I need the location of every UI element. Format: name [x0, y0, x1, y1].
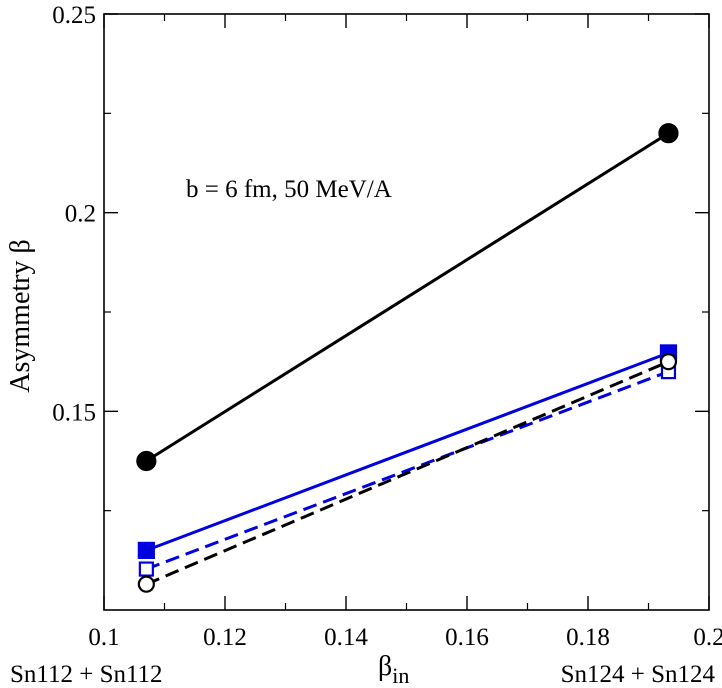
y-tick-label: 0.15 — [52, 399, 96, 426]
blue-dashed-open-square-point — [138, 561, 154, 577]
plot-frame — [103, 13, 710, 611]
x-right-system-label: Sn124 + Sn124 — [561, 661, 716, 688]
blue-solid-filled-square-point — [137, 541, 155, 560]
y-tick-label: 0.25 — [52, 2, 96, 29]
black-solid-filled-circle-point — [658, 123, 679, 144]
annotation-text: b = 6 fm, 50 MeV/A — [186, 176, 392, 203]
x-tick-label: 0.12 — [203, 624, 247, 651]
black-dashed-open-circle-point — [137, 575, 155, 593]
x-tick-label: 0.14 — [324, 624, 368, 651]
x-axis-title: βin — [378, 651, 409, 688]
x-tick-label: 0.2 — [693, 624, 722, 651]
y-axis-title: Asymmetry β — [5, 239, 36, 392]
x-tick-label: 0.1 — [88, 624, 119, 651]
black-solid-filled-circle-point — [136, 450, 157, 472]
y-tick-label: 0.2 — [65, 201, 96, 228]
x-tick-label: 0.16 — [445, 624, 489, 651]
black-solid-filled-circle-line — [145, 131, 670, 463]
x-tick-label: 0.18 — [566, 624, 610, 651]
blue-solid-filled-square-line — [145, 351, 670, 552]
black-dashed-open-circle-line — [145, 360, 670, 586]
blue-dashed-open-square-line — [145, 370, 670, 571]
x-axis-title-main: β — [378, 651, 392, 682]
x-axis-title-subscript: in — [392, 663, 409, 688]
black-dashed-open-circle-point — [659, 353, 678, 371]
x-left-system-label: Sn112 + Sn112 — [10, 661, 163, 688]
